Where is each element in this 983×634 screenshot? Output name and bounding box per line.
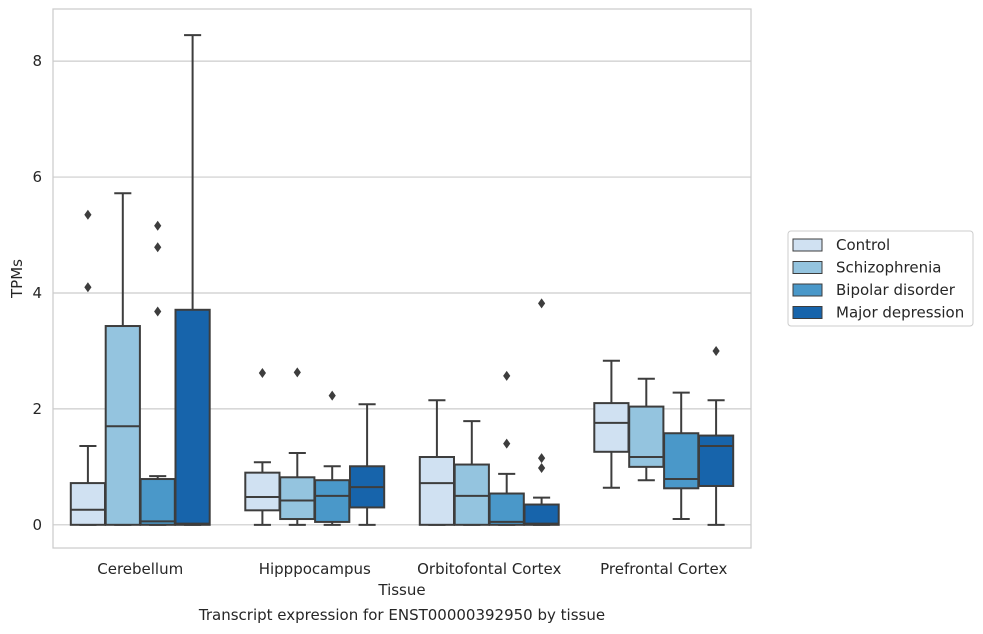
box [663,432,700,490]
y-tick-label: 4 [32,284,42,302]
x-axis-ticks: Cerebellum Hipppocampus Orbitofontal Corte… [97,560,727,578]
box [697,434,735,487]
box [279,476,316,521]
box-group [453,420,490,526]
box [418,456,456,526]
y-axis-ticks: 0 2 4 6 8 [32,52,42,534]
legend-label: Bipolar disorder [836,281,956,299]
legend-swatch [792,238,823,252]
plot-frame [52,8,752,549]
legend-swatch [792,283,823,297]
outlier-point [712,345,720,356]
outlier-point [503,370,511,381]
box [314,479,351,523]
x-tick-label: Prefrontal Cortex [600,560,727,578]
outlier-point [154,306,162,317]
box [523,503,560,526]
outlier-point [258,367,266,378]
box-group [104,192,141,526]
legend-frame [787,230,974,327]
legend-swatch [792,306,823,319]
y-tick-label: 8 [32,52,42,70]
box-group [174,34,211,526]
box-group [663,391,700,521]
box-group [697,345,735,526]
y-tick-label: 6 [32,168,42,186]
y-tick-label: 2 [32,400,42,418]
outlier-point [328,390,336,401]
x-tick-label: Cerebellum [97,560,183,578]
outlier-point [293,367,301,378]
plot-area [69,34,735,526]
outlier-point [84,282,92,293]
legend: Control Schizophrenia Bipolar disorder Majo… [787,230,974,327]
outlier-point [538,298,546,309]
box [174,308,211,526]
x-axis-label: Tissue [377,581,425,599]
legend-swatch [792,261,823,274]
box-group [279,367,316,526]
box [69,482,107,526]
box [488,492,525,526]
box [453,463,490,526]
outlier-point [538,463,546,474]
box [139,478,176,526]
box-group [244,367,281,526]
box-group [488,370,525,526]
y-tick-label: 0 [32,516,42,534]
legend-label: Control [836,236,890,254]
box-group [314,390,351,526]
legend-label: Schizophrenia [836,259,941,277]
box-group [593,359,630,489]
outlier-point [154,242,162,253]
box [244,471,281,512]
y-axis-label: TPMs [8,259,26,299]
box [593,402,630,453]
box-group [418,399,456,526]
box-group [69,209,107,526]
outlier-point [503,438,511,449]
legend-label: Major depression [836,304,964,322]
figure-caption: Transcript expression for ENST0000039295… [198,606,606,624]
box-group [523,298,560,526]
outlier-point [538,453,546,464]
box-group [348,403,386,526]
box-group [628,377,665,482]
outlier-point [84,209,92,220]
x-tick-label: Orbitofontal Cortex [417,560,561,578]
box-group [139,220,176,526]
outlier-point [154,220,162,231]
x-tick-label: Hipppocampus [259,560,371,578]
